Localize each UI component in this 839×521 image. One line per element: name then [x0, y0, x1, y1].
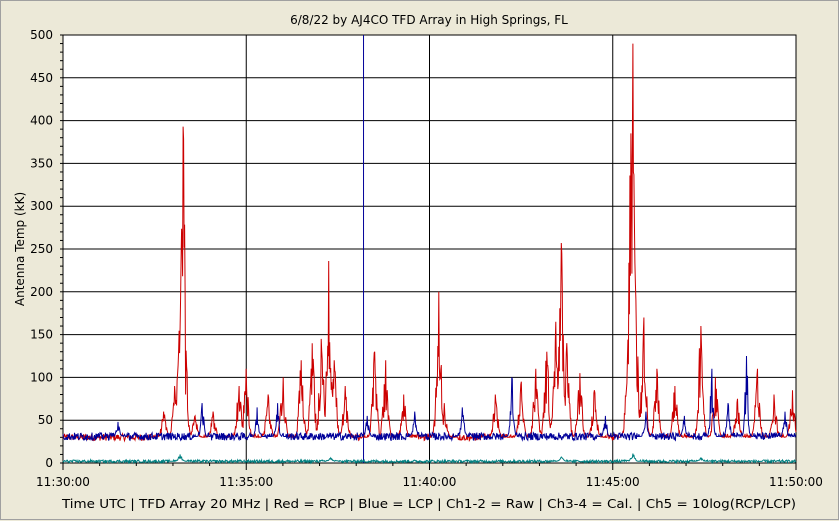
y-tick-label: 500: [30, 28, 53, 42]
y-tick-label: 400: [30, 114, 53, 128]
x-tick-label: 11:50:00: [769, 475, 823, 489]
y-tick-label: 150: [30, 328, 53, 342]
y-tick-labels: 0 50 100 150 200 250 300 350 400 450 500: [30, 28, 53, 470]
x-tick-labels: 11:30:00 11:35:00 11:40:00 11:45:00 11:50:00: [36, 475, 823, 489]
y-tick-label: 300: [30, 199, 53, 213]
series-lcp-line: [62, 355, 797, 442]
y-tick-label: 350: [30, 156, 53, 170]
x-tick-label: 11:35:00: [219, 475, 273, 489]
x-tick-label: 11:40:00: [403, 475, 457, 489]
y-tick-label: 50: [38, 413, 53, 427]
y-tick-label: 450: [30, 71, 53, 85]
x-axis-label: Time UTC | TFD Array 20 MHz | Red = RCP …: [61, 497, 796, 511]
y-axis-label: Antenna Temp (kK): [13, 192, 27, 306]
series-lines: [62, 43, 797, 465]
y-tick-label: 250: [30, 242, 53, 256]
y-tick-label: 100: [30, 370, 53, 384]
chart-title: 6/8/22 by AJ4CO TFD Array in High Spring…: [290, 13, 568, 27]
series-ch5-line: [62, 453, 797, 465]
y-tick-label: 200: [30, 285, 53, 299]
y-tick-label: 0: [45, 456, 53, 470]
x-tick-label: 11:30:00: [36, 475, 90, 489]
x-tick-label: 11:45:00: [586, 475, 640, 489]
axis-minor-ticks: [60, 34, 797, 470]
